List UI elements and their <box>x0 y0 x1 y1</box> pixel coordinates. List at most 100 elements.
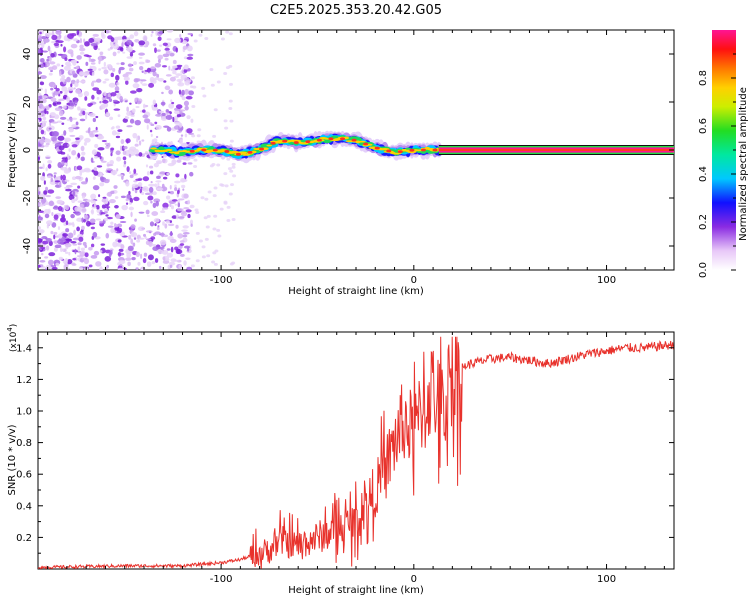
noise-speck <box>171 101 175 105</box>
noise-speck <box>210 83 215 87</box>
noise-speck <box>76 87 80 93</box>
snr-multiplier-exp: 4 <box>6 327 14 332</box>
noise-speck <box>150 133 153 137</box>
noise-speck <box>81 225 85 231</box>
noise-speck <box>64 234 67 238</box>
noise-speck <box>169 264 173 269</box>
snr-series-line <box>38 336 674 569</box>
noise-speck <box>114 38 118 45</box>
signal-blob <box>266 144 273 147</box>
colorbar-tick-label: 0.6 <box>698 118 709 134</box>
noise-speck <box>56 40 64 44</box>
noise-speck <box>48 252 56 257</box>
noise-speck <box>104 255 112 262</box>
noise-speck <box>142 103 146 109</box>
noise-speck <box>73 229 76 236</box>
noise-speck <box>164 223 168 229</box>
noise-speck <box>73 87 76 90</box>
noise-speck <box>105 111 110 117</box>
noise-speck <box>127 245 134 252</box>
noise-speck <box>146 189 149 192</box>
noise-speck <box>158 44 163 47</box>
noise-speck <box>84 244 88 249</box>
noise-speck <box>126 106 129 112</box>
signal-peak <box>212 148 218 152</box>
noise-speck <box>69 134 76 137</box>
noise-speck <box>104 78 110 81</box>
noise-speck <box>181 89 185 96</box>
noise-speck <box>92 87 100 91</box>
noise-speck <box>95 37 102 42</box>
noise-speck <box>182 225 189 229</box>
noise-speck <box>228 32 233 36</box>
noise-speck <box>119 95 124 102</box>
noise-speck <box>69 117 73 123</box>
noise-speck <box>126 166 130 173</box>
colorbar-tick-label: 0.4 <box>698 166 709 182</box>
noise-speck <box>162 42 168 47</box>
noise-speck <box>177 216 185 219</box>
noise-speck <box>180 178 186 183</box>
noise-speck <box>56 120 62 123</box>
noise-speck <box>44 88 47 94</box>
noise-speck <box>50 230 54 235</box>
noise-speck <box>99 249 103 253</box>
noise-speck <box>132 242 136 247</box>
noise-speck <box>42 163 45 170</box>
noise-speck <box>128 201 132 205</box>
noise-speck <box>63 46 67 53</box>
noise-speck <box>103 91 107 97</box>
noise-speck <box>112 99 118 103</box>
noise-speck <box>158 110 165 113</box>
spec-ytick-label: -20 <box>22 190 33 206</box>
noise-speck <box>142 176 150 182</box>
noise-speck <box>133 180 138 183</box>
noise-speck <box>122 156 127 161</box>
noise-speck <box>46 223 49 229</box>
noise-speck <box>39 203 44 207</box>
noise-speck <box>72 191 76 197</box>
noise-speck <box>176 130 182 133</box>
signal-peak <box>328 137 334 141</box>
noise-speck <box>76 61 79 64</box>
noise-speck <box>143 233 147 237</box>
noise-speck <box>47 45 51 52</box>
snr-xtick-label: 0 <box>411 574 417 585</box>
noise-speck <box>161 112 166 116</box>
noise-speck <box>65 246 69 250</box>
noise-speck <box>145 230 153 233</box>
noise-speck <box>79 118 86 122</box>
noise-speck <box>56 199 63 205</box>
noise-speck <box>68 194 75 201</box>
noise-speck <box>47 32 53 36</box>
noise-speck <box>119 47 124 52</box>
noise-speck <box>130 238 134 245</box>
noise-speck <box>151 243 157 247</box>
colorbar-gradient <box>712 30 736 270</box>
noise-speck <box>38 63 45 68</box>
signal-blob <box>391 152 402 155</box>
colorbar-ticks: 0.0 0.2 0.4 0.6 0.8 <box>698 53 736 278</box>
noise-speck <box>41 106 47 109</box>
noise-speck <box>91 149 98 156</box>
noise-speck <box>111 126 115 130</box>
noise-speck <box>53 42 60 47</box>
noise-speck <box>136 88 143 93</box>
noise-speck <box>46 238 52 243</box>
noise-speck <box>156 187 164 191</box>
noise-speck <box>83 219 86 223</box>
noise-speck <box>64 57 68 62</box>
noise-speck <box>71 198 76 204</box>
noise-speck <box>64 204 70 211</box>
noise-speck <box>60 116 67 120</box>
noise-speck <box>101 198 107 203</box>
noise-speck <box>182 234 188 238</box>
noise-speck <box>169 52 175 57</box>
noise-speck <box>52 92 56 98</box>
noise-speck <box>50 177 54 183</box>
noise-speck <box>53 234 56 240</box>
noise-speck <box>161 91 164 95</box>
noise-speck <box>225 30 230 34</box>
noise-speck <box>151 211 159 216</box>
noise-speck <box>231 165 236 169</box>
